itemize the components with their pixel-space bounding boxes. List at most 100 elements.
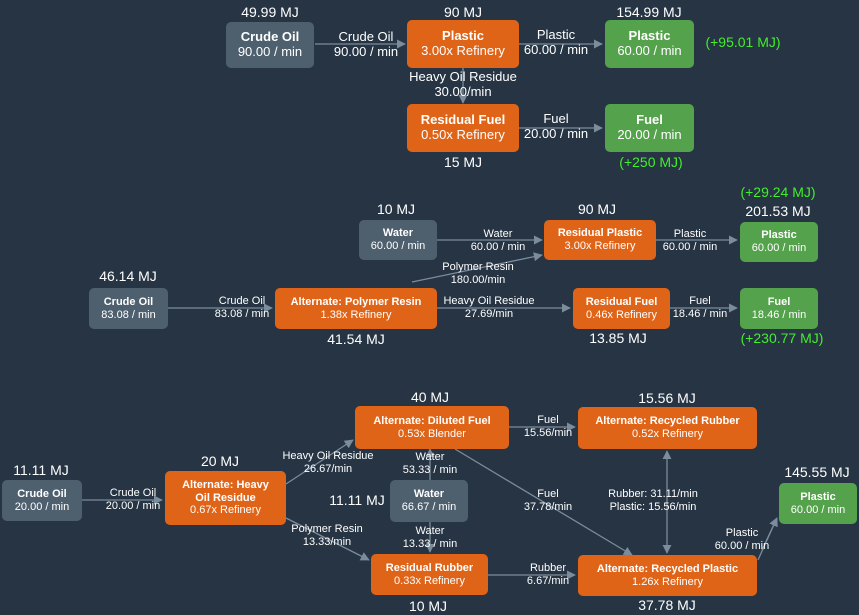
node-subtitle: 3.00x Refinery: [421, 43, 505, 58]
d2-residual-fuel-node[interactable]: Residual Fuel 0.46x Refinery: [573, 288, 670, 329]
node-subtitle: 66.67 / min: [401, 501, 457, 513]
d3-edge-heavy-label: Heavy Oil Residue 26.67/min: [282, 450, 374, 475]
d3-edge-rubber-label: Rubber 6.67/min: [526, 562, 570, 587]
d3-edge-fuel2-label: Fuel 37.78/min: [523, 488, 573, 513]
node-title: Fuel: [767, 295, 791, 308]
node-subtitle: 20.00 / min: [617, 127, 682, 142]
d2-residual-plastic-node[interactable]: Residual Plastic 3.00x Refinery: [544, 220, 656, 260]
d2-edge-heavy-label: Heavy Oil Residue 27.69/min: [443, 295, 535, 320]
node-subtitle: 60.00 / min: [617, 43, 682, 58]
d1-crude-mj: 49.99 MJ: [241, 4, 299, 20]
node-subtitle: 0.52x Refinery: [632, 428, 703, 440]
d3-edge-loop-label: Rubber: 31.11/min Plastic: 15.56/min: [608, 488, 698, 513]
d3-edge-crude-label: Crude Oil 20.00 / min: [105, 487, 161, 512]
node-title: Plastic: [800, 490, 836, 503]
node-subtitle: 20.00 / min: [14, 500, 70, 513]
d1-edge-plastic-label: Plastic 60.00 / min: [523, 27, 589, 57]
d1-residual-fuel-node[interactable]: Residual Fuel 0.50x Refinery: [407, 104, 519, 152]
d3-recycled-rubber-node[interactable]: Alternate: Recycled Rubber 0.52x Refiner…: [578, 407, 757, 449]
node-subtitle: 60.00 / min: [370, 240, 426, 252]
node-subtitle: 0.46x Refinery: [586, 308, 657, 321]
node-subtitle: 0.53x Blender: [398, 427, 466, 440]
d2-edge-water-label: Water 60.00 / min: [470, 228, 526, 253]
node-title: Plastic: [628, 28, 671, 44]
node-title: Residual Plastic: [557, 227, 643, 240]
node-title: Alternate: Heavy Oil Residue: [182, 479, 269, 504]
edge-d3-plastic-head: [761, 517, 778, 551]
d2-edge-crude-label: Crude Oil 83.08 / min: [214, 295, 270, 320]
d3-diluted-fuel-node[interactable]: Alternate: Diluted Fuel 0.53x Blender: [355, 406, 509, 449]
node-title: Alternate: Polymer Resin: [290, 295, 422, 308]
d2-water-node[interactable]: Water 60.00 / min: [359, 220, 437, 260]
d2-plastic-out-mj: 201.53 MJ: [745, 203, 811, 219]
d1-plastic-out-mj: 154.99 MJ: [616, 4, 682, 20]
d3-crude-oil-node[interactable]: Crude Oil 20.00 / min: [2, 480, 82, 521]
d3-diluted-mj: 40 MJ: [410, 389, 450, 405]
node-title: Crude Oil: [103, 295, 154, 308]
edge-d3-fuel2: [454, 448, 633, 556]
node-subtitle: 3.00x Refinery: [564, 240, 636, 252]
node-subtitle: 90.00 / min: [237, 44, 303, 59]
d3-edge-water2-label: Water 13.33 / min: [402, 525, 458, 550]
d3-edge-fuel1-label: Fuel 15.56/min: [523, 414, 573, 439]
node-subtitle: 1.38x Refinery: [320, 308, 392, 321]
node-title: Fuel: [636, 112, 663, 128]
d3-plastic-output-node[interactable]: Plastic 60.00 / min: [779, 483, 857, 524]
d3-recplastic-mj: 37.78 MJ: [638, 597, 696, 613]
d1-plastic-mj: 90 MJ: [443, 4, 483, 20]
d3-edge-water1-label: Water 53.33 / min: [402, 451, 458, 476]
d2-water-mj: 10 MJ: [376, 201, 416, 217]
d1-plastic-gain: (+95.01 MJ): [705, 34, 781, 50]
d1-fuel-output-node[interactable]: Fuel 20.00 / min: [605, 104, 694, 152]
d1-crude-oil-node[interactable]: Crude Oil 90.00 / min: [226, 22, 314, 68]
node-subtitle: 83.08 / min: [101, 308, 156, 321]
node-title: Residual Fuel: [585, 295, 658, 308]
edge-d3-heavy: [285, 439, 354, 485]
d1-edge-crude-label: Crude Oil 90.00 / min: [333, 29, 399, 59]
d3-plastic-out-mj: 145.55 MJ: [784, 464, 850, 480]
node-subtitle: 1.26x Refinery: [632, 575, 703, 588]
d1-edge-heavy-label: Heavy Oil Residue 30.00/min: [409, 69, 517, 99]
d3-heavy-mj: 20 MJ: [200, 453, 240, 469]
edge-d2-polymer: [411, 252, 543, 283]
d1-resfuel-mj: 15 MJ: [443, 154, 483, 170]
d2-polyresin-mj: 41.54 MJ: [327, 331, 385, 347]
d3-heavy-oil-residue-node[interactable]: Alternate: Heavy Oil Residue 0.67x Refin…: [165, 471, 286, 525]
d1-plastic-recipe-node[interactable]: Plastic 3.00x Refinery: [407, 20, 519, 68]
node-title: Alternate: Diluted Fuel: [373, 414, 491, 427]
node-title: Plastic: [442, 28, 484, 44]
node-title: Crude Oil: [17, 487, 67, 500]
node-title: Alternate: Recycled Rubber: [595, 415, 740, 428]
edge-d3-polymer: [285, 517, 370, 561]
d2-resfuel-mj: 13.85 MJ: [589, 330, 647, 346]
d2-fuel-gain: (+230.77 MJ): [740, 330, 824, 346]
d2-crude-mj: 46.14 MJ: [99, 268, 157, 284]
d3-recycled-plastic-node[interactable]: Alternate: Recycled Plastic 1.26x Refine…: [578, 555, 757, 596]
d3-crude-mj: 11.11 MJ: [13, 462, 69, 478]
d1-fuel-gain: (+250 MJ): [619, 154, 683, 170]
node-title: Crude Oil: [240, 29, 300, 45]
d2-resplastic-mj: 90 MJ: [577, 201, 617, 217]
d2-edge-fuel-label: Fuel 18.46 / min: [672, 295, 728, 320]
node-subtitle: 60.00 / min: [751, 242, 807, 254]
d2-fuel-output-node[interactable]: Fuel 18.46 / min: [740, 288, 818, 329]
d2-crude-oil-node[interactable]: Crude Oil 83.08 / min: [89, 288, 168, 329]
d3-water-mj: 11.11 MJ: [329, 492, 385, 508]
node-subtitle: 18.46 / min: [751, 308, 807, 321]
d3-edge-plastic-label: Plastic 60.00 / min: [714, 527, 770, 552]
node-subtitle: 0.50x Refinery: [421, 127, 505, 142]
d3-edge-polymer-label: Polymer Resin 13.33/min: [291, 523, 363, 548]
node-title: Residual Rubber: [385, 561, 474, 574]
d2-polymer-resin-node[interactable]: Alternate: Polymer Resin 1.38x Refinery: [275, 288, 437, 329]
d2-edge-plastic-label: Plastic 60.00 / min: [662, 228, 718, 253]
node-title: Residual Fuel: [420, 112, 506, 128]
d3-water-node[interactable]: Water 66.67 / min: [390, 480, 468, 522]
d2-plastic-gain: (+29.24 MJ): [740, 184, 816, 200]
node-title: Plastic: [761, 229, 797, 242]
d3-residual-rubber-node[interactable]: Residual Rubber 0.33x Refinery: [371, 554, 488, 595]
d1-plastic-output-node[interactable]: Plastic 60.00 / min: [605, 20, 694, 68]
node-subtitle: 60.00 / min: [790, 503, 846, 516]
d2-plastic-output-node[interactable]: Plastic 60.00 / min: [740, 222, 818, 262]
d1-edge-fuel-label: Fuel 20.00 / min: [523, 111, 589, 141]
